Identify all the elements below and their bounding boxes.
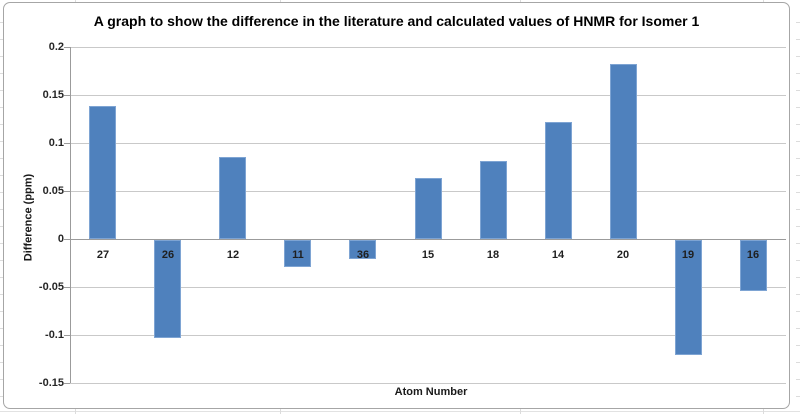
y-axis-line (70, 47, 71, 383)
category-label: 18 (486, 249, 500, 261)
bar-atom-14[interactable] (545, 122, 572, 239)
y-tick-label: 0.1 (48, 137, 64, 149)
worksheet-column-gridline (280, 0, 281, 3)
bar-atom-26[interactable] (154, 240, 181, 338)
y-axis-tick (64, 335, 70, 336)
worksheet-row-gridlines-left (0, 6, 4, 408)
y-gridline (70, 95, 786, 96)
y-axis-tick (64, 287, 70, 288)
category-label: 20 (616, 249, 630, 261)
worksheet-row-gridline-bottom (0, 411, 800, 412)
y-axis-tick (64, 95, 70, 96)
y-gridline (70, 143, 786, 144)
bar-atom-16[interactable] (740, 240, 767, 291)
category-label: 27 (96, 249, 110, 261)
y-axis-tick (64, 239, 70, 240)
y-tick-label: 0.2 (48, 41, 64, 53)
y-gridline (70, 383, 786, 384)
category-label: 11 (292, 249, 304, 261)
y-gridline (70, 335, 786, 336)
y-gridline (70, 47, 786, 48)
bar-atom-20[interactable] (610, 64, 637, 239)
worksheet-row-gridlines-right (796, 6, 800, 408)
worksheet-column-gridline (520, 408, 521, 414)
worksheet-column-gridline (520, 0, 521, 3)
category-label: 12 (226, 249, 240, 261)
y-axis-tick (64, 143, 70, 144)
y-axis-tick (64, 191, 70, 192)
x-axis-line (70, 239, 786, 240)
bar-atom-36[interactable] (349, 240, 376, 259)
category-label: 14 (551, 249, 565, 261)
chart-title: A graph to show the difference in the li… (93, 13, 700, 29)
bar-atom-12[interactable] (219, 157, 246, 239)
x-axis-title: Atom Number (394, 386, 468, 398)
worksheet-column-gridline (763, 0, 764, 3)
worksheet-column-gridline (75, 408, 76, 414)
chart-area[interactable]: A graph to show the difference in the li… (3, 2, 790, 409)
bar-atom-11[interactable] (284, 240, 311, 267)
category-label: 15 (421, 249, 435, 261)
y-tick-label: 0.15 (42, 89, 64, 101)
category-label: 26 (161, 249, 175, 261)
bar-atom-19[interactable] (675, 240, 702, 355)
y-tick-label: -0.15 (38, 377, 64, 389)
category-label: 36 (356, 249, 370, 261)
worksheet-column-gridline (75, 0, 76, 3)
y-tick-label: 0 (57, 233, 64, 245)
category-label: 19 (681, 249, 695, 261)
bar-atom-18[interactable] (480, 161, 507, 239)
worksheet-column-gridline (280, 408, 281, 414)
category-label: 16 (746, 249, 760, 261)
y-tick-label: -0.05 (38, 281, 64, 293)
y-axis-tick (64, 383, 70, 384)
bar-atom-15[interactable] (415, 178, 442, 239)
y-tick-label: 0.05 (42, 185, 64, 197)
worksheet-column-gridline (763, 408, 764, 414)
bar-atom-27[interactable] (89, 106, 116, 239)
y-axis-tick (64, 47, 70, 48)
y-tick-label: -0.1 (45, 329, 64, 341)
y-axis-title: Difference (ppm) (22, 173, 35, 262)
y-gridline (70, 287, 786, 288)
